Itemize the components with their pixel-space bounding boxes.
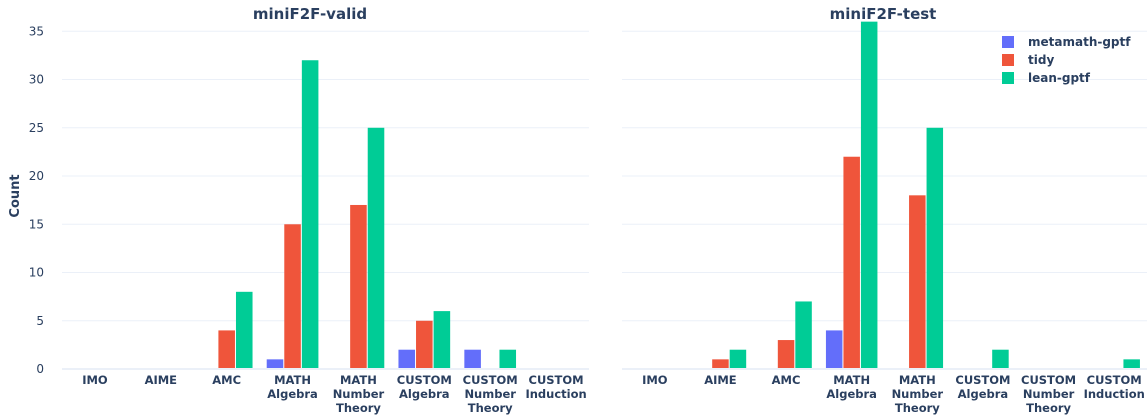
bar-lean-gptf xyxy=(795,301,812,369)
bar-tidy xyxy=(712,359,729,369)
bar-metamath-gptf xyxy=(464,349,481,369)
bar-lean-gptf xyxy=(926,127,944,369)
legend-swatch-lean-gptf xyxy=(1002,72,1014,84)
y-tick-label: 15 xyxy=(29,217,44,231)
y-tick-label: 35 xyxy=(29,24,44,38)
x-tick-label: MATH Algebra xyxy=(267,373,318,401)
x-tick-label: AMC xyxy=(772,373,801,387)
legend: metamath-gptf tidy lean-gptf xyxy=(1002,35,1131,85)
x-tick-label: CUSTOM Algebra xyxy=(397,373,452,401)
x-tick-label: AIME xyxy=(145,373,178,387)
x-tick-label: IMO xyxy=(642,373,668,387)
x-tick-label: CUSTOM Number Theory xyxy=(1021,373,1076,415)
bar-lean-gptf xyxy=(729,349,747,369)
bar-tidy xyxy=(218,330,235,369)
chart-title: miniF2F-valid xyxy=(253,5,367,23)
chart-panel-0: miniF2F-valid 0 5 10 15 20 25 30 35 IMO AIME AMC MAT… xyxy=(29,5,589,415)
bar-metamath-gptf xyxy=(825,330,843,369)
x-tick-label: MATH Algebra xyxy=(826,373,877,401)
x-tick-label: CUSTOM Induction xyxy=(1084,373,1145,401)
bar-lean-gptf xyxy=(433,311,451,369)
x-tick-label: IMO xyxy=(82,373,108,387)
bar-metamath-gptf xyxy=(266,359,284,369)
bar-metamath-gptf xyxy=(398,349,416,369)
x-tick-label: MATH Number Theory xyxy=(892,373,944,415)
y-tick-label: 10 xyxy=(29,266,44,280)
bar-lean-gptf xyxy=(499,349,517,369)
y-axis-label: Count xyxy=(8,174,23,217)
x-tick-label: CUSTOM Induction xyxy=(525,373,586,401)
bar-lean-gptf xyxy=(860,21,878,369)
chart-title: miniF2F-test xyxy=(830,5,937,23)
chart-panel-1: miniF2F-test IMO AIME AMC MATH Algebra MATH Num… xyxy=(622,5,1147,415)
bar-lean-gptf xyxy=(367,127,385,369)
legend-label-metamath-gptf: metamath-gptf xyxy=(1028,35,1131,49)
bar-lean-gptf xyxy=(235,291,253,369)
x-tick-label: AMC xyxy=(212,373,241,387)
y-tick-label: 30 xyxy=(29,73,44,87)
x-tick-label: CUSTOM Algebra xyxy=(955,373,1010,401)
y-tick-label: 20 xyxy=(29,169,44,183)
bar-tidy xyxy=(350,204,367,369)
bar-tidy xyxy=(909,195,926,369)
y-tick-label: 25 xyxy=(29,121,44,135)
bar-lean-gptf xyxy=(301,60,319,369)
bar-lean-gptf xyxy=(992,349,1009,369)
legend-label-tidy: tidy xyxy=(1028,53,1054,67)
y-tick-label: 5 xyxy=(36,314,44,328)
x-tick-label: AIME xyxy=(704,373,737,387)
legend-swatch-tidy xyxy=(1002,54,1014,66)
bar-lean-gptf xyxy=(1123,359,1140,369)
y-tick-label: 0 xyxy=(36,362,44,376)
bar-tidy xyxy=(843,156,860,369)
bar-tidy xyxy=(284,224,301,369)
bar-tidy xyxy=(416,320,433,369)
bar-tidy xyxy=(777,340,795,369)
legend-swatch-metamath-gptf xyxy=(1002,36,1014,48)
x-tick-label: CUSTOM Number Theory xyxy=(463,373,518,415)
legend-label-lean-gptf: lean-gptf xyxy=(1028,71,1091,85)
x-tick-label: MATH Number Theory xyxy=(333,373,385,415)
